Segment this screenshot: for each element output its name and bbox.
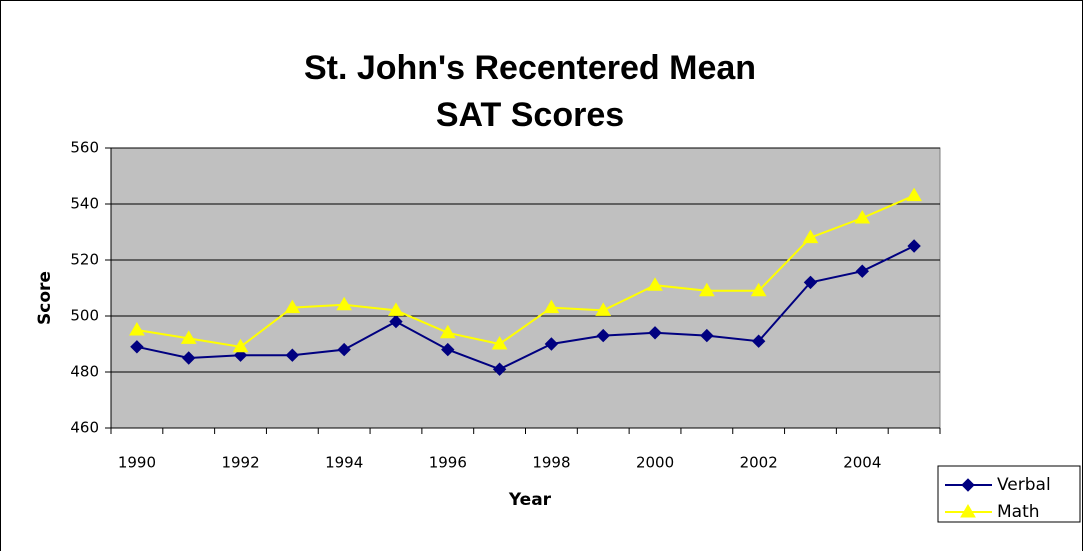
data-point — [802, 229, 819, 244]
data-point — [648, 326, 662, 340]
data-point — [336, 296, 353, 311]
x-axis-label: Year — [508, 490, 552, 510]
data-point — [906, 187, 922, 202]
data-point — [285, 348, 300, 362]
data-point — [544, 337, 559, 351]
y-axis-label: Score — [35, 271, 55, 325]
data-point — [907, 239, 921, 253]
data-point — [750, 282, 767, 297]
legend-label: Verbal — [997, 475, 1051, 495]
x-tick-label: 1996 — [429, 454, 467, 472]
plot-area — [110, 147, 941, 429]
data-point — [491, 336, 508, 350]
x-tick-label: 1990 — [118, 454, 156, 472]
data-point — [389, 314, 403, 329]
data-point — [855, 264, 869, 278]
data-point — [439, 324, 456, 339]
x-tick-label: 1998 — [532, 454, 570, 472]
x-tick-label: 2004 — [843, 454, 881, 472]
data-point — [129, 322, 145, 336]
y-tick-label: 540 — [70, 195, 99, 213]
data-point — [441, 342, 455, 357]
data-point — [854, 210, 871, 224]
x-tick-label: 2002 — [740, 454, 778, 472]
data-point — [700, 328, 714, 343]
x-tick-label: 1994 — [325, 454, 363, 472]
data-point — [180, 330, 197, 344]
data-point — [596, 328, 610, 343]
y-tick-label: 560 — [70, 139, 99, 157]
y-tick-label: 520 — [70, 251, 99, 269]
y-tick-label: 480 — [70, 363, 99, 381]
y-tick-label: 460 — [70, 419, 99, 437]
data-point — [595, 302, 612, 316]
data-point — [803, 275, 818, 290]
data-point — [182, 351, 196, 365]
data-point — [647, 277, 663, 291]
chart-title: SAT Scores — [436, 96, 624, 134]
data-point — [388, 302, 404, 316]
legend-marker — [960, 504, 976, 518]
x-tick-label: 2000 — [636, 454, 674, 472]
data-point — [337, 342, 351, 357]
series-line — [136, 245, 915, 371]
data-point — [492, 362, 507, 376]
chart-title: St. John's Recentered Mean — [304, 49, 756, 87]
x-tick-label: 1992 — [221, 454, 259, 472]
data-point — [698, 282, 715, 297]
legend-label: Math — [997, 502, 1040, 522]
data-point — [232, 338, 249, 353]
data-point — [130, 340, 144, 354]
series-line — [136, 194, 915, 348]
data-point — [543, 299, 560, 314]
y-tick-label: 500 — [70, 307, 99, 325]
data-point — [751, 334, 766, 348]
data-point — [284, 299, 301, 314]
legend-marker — [961, 478, 975, 492]
